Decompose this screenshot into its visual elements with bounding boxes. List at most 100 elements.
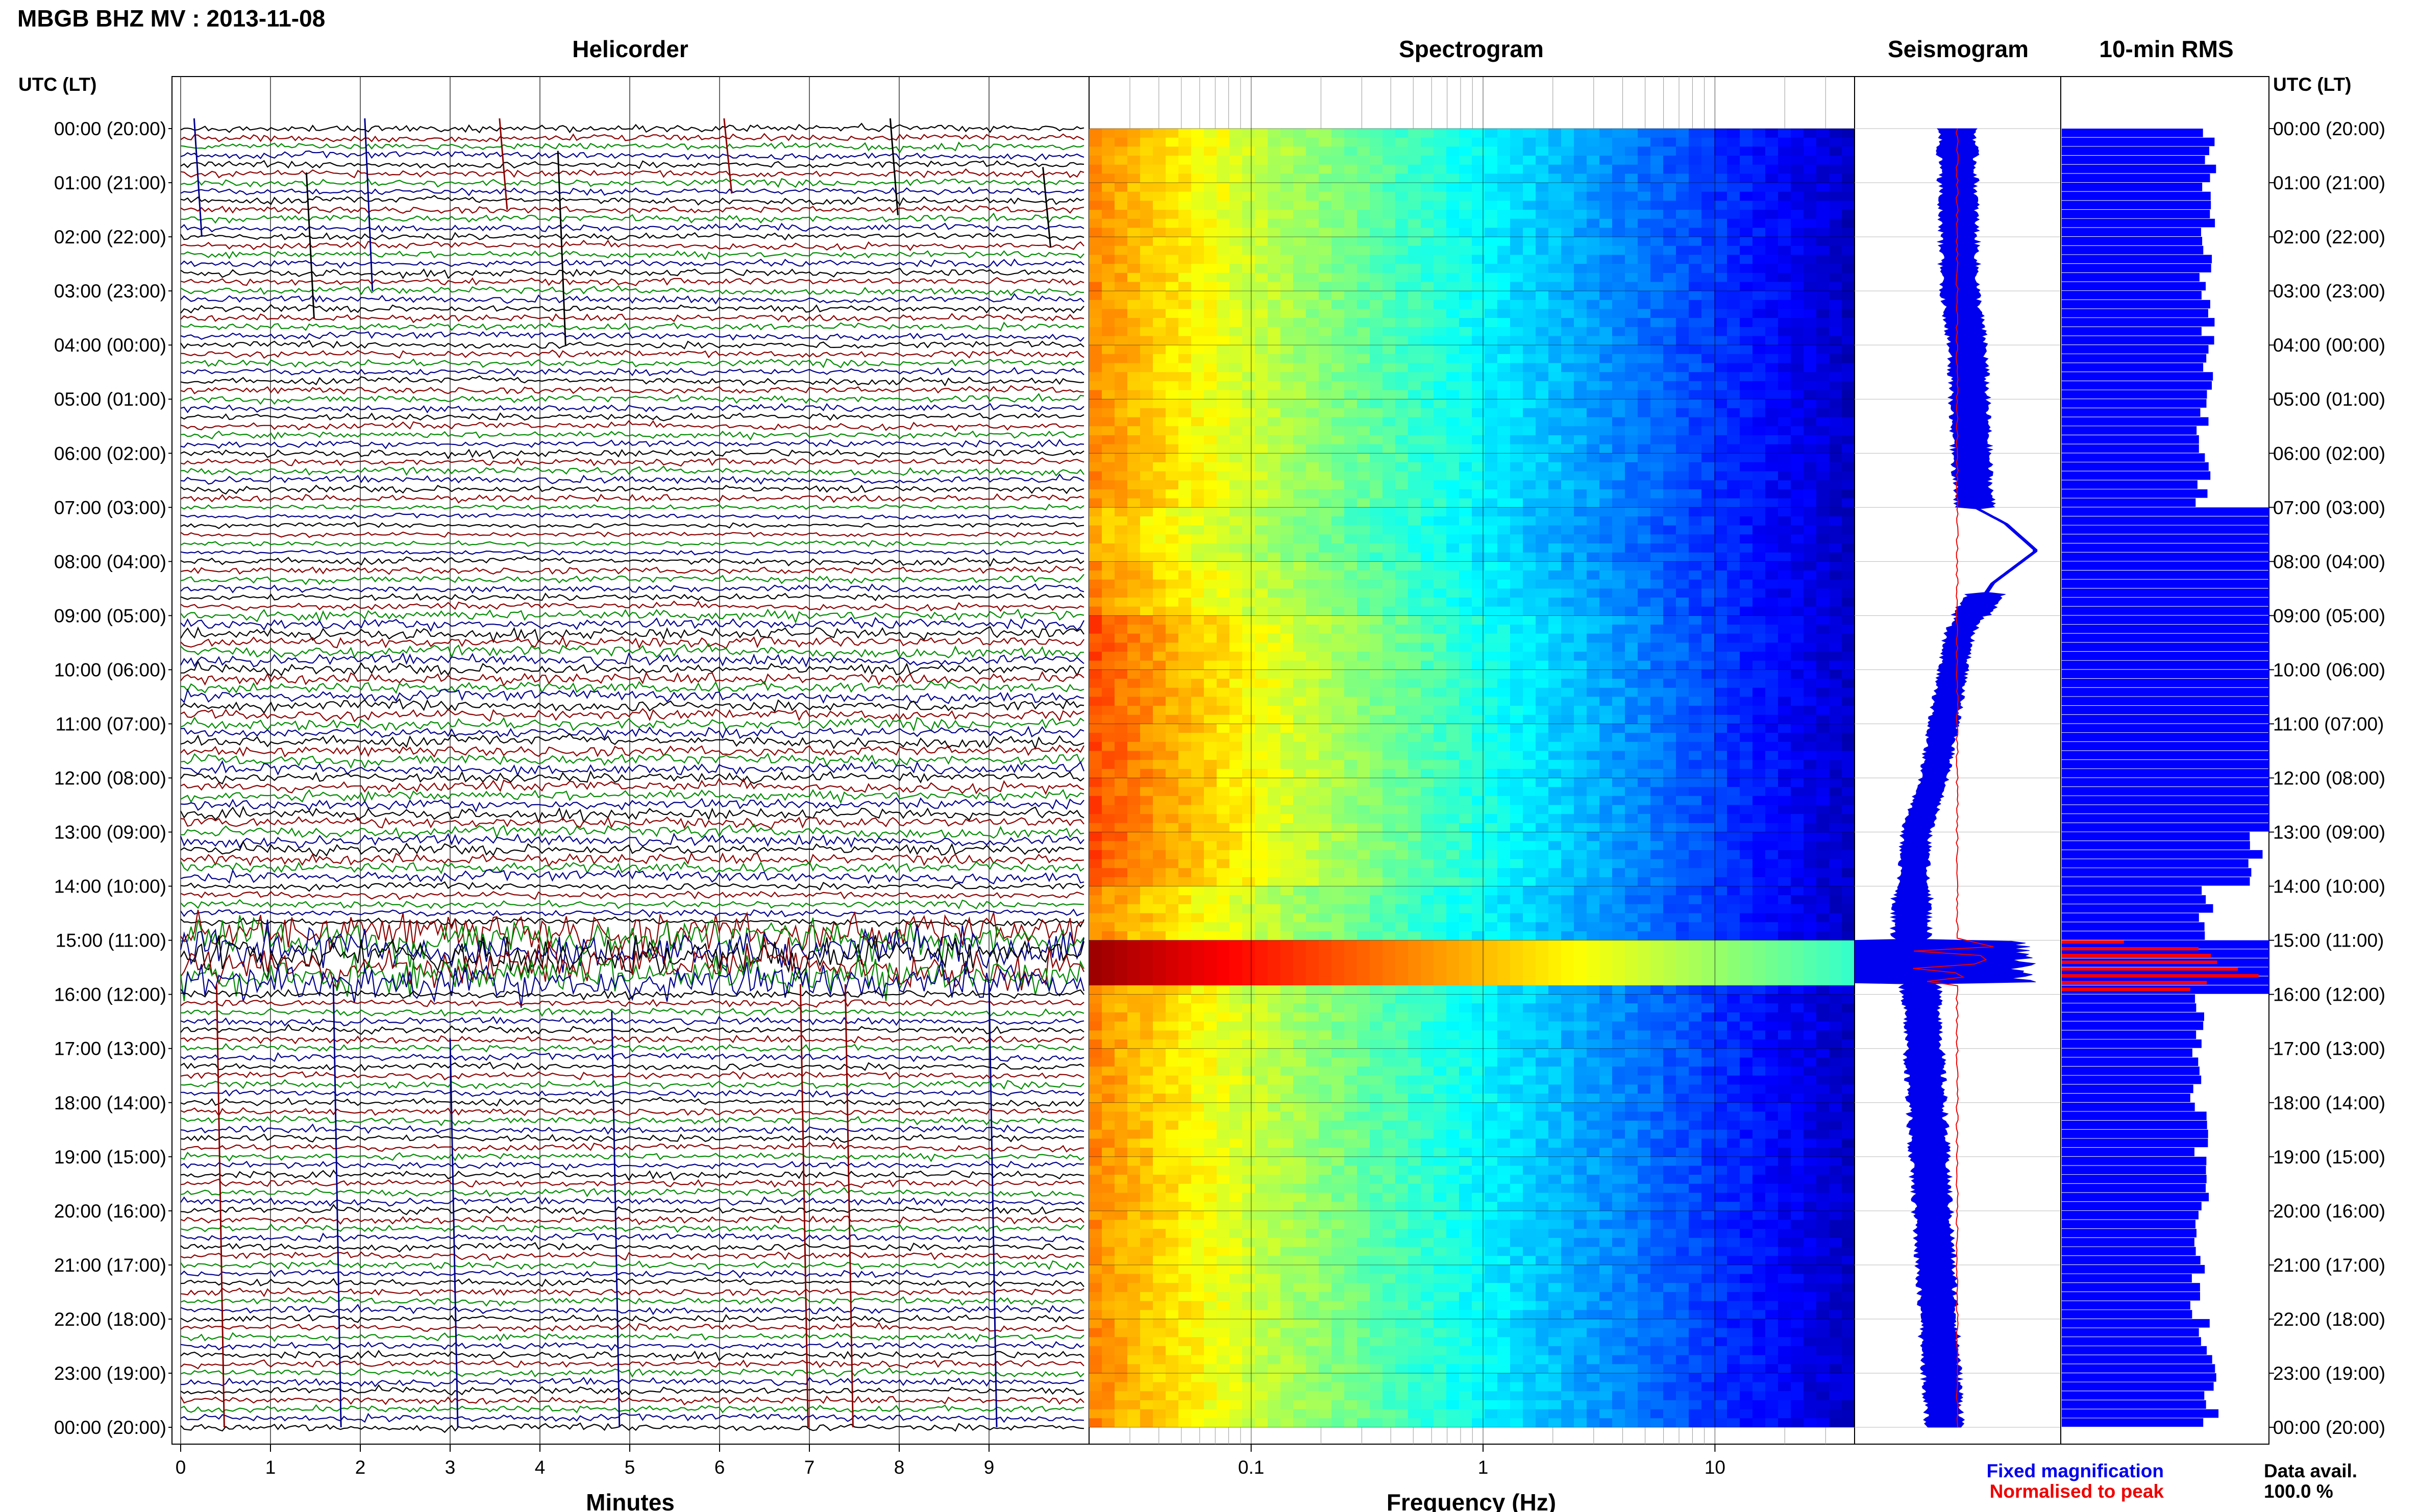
spectrogram-cell	[1510, 228, 1523, 237]
spectrogram-cell	[1842, 525, 1855, 535]
spectrogram-cell	[1485, 525, 1498, 535]
spectrogram-cell	[1344, 309, 1357, 318]
spectrogram-cell	[1472, 778, 1485, 787]
spectrogram-cell	[1395, 408, 1409, 418]
spectrogram-cell	[1625, 579, 1638, 589]
spectrogram-cell	[1574, 615, 1587, 625]
spectrogram-cell	[1485, 210, 1498, 219]
spectrogram-cell	[1727, 264, 1740, 274]
spectrogram-cell	[1242, 552, 1255, 562]
spectrogram-cell	[1446, 633, 1460, 643]
spectrogram-cell	[1612, 336, 1625, 345]
spectrogram-cell	[1344, 264, 1357, 274]
spectrogram-cell	[1689, 787, 1702, 797]
spectrogram-cell	[1804, 516, 1817, 526]
spectrogram-cell	[1650, 615, 1664, 625]
spectrogram-cell	[1166, 381, 1179, 391]
spectrogram-cell	[1089, 272, 1102, 283]
spectrogram-cell	[1485, 201, 1498, 210]
spectrogram-cell	[1536, 598, 1549, 607]
spectrogram-cell	[1383, 769, 1396, 779]
spectrogram-cell	[1829, 805, 1842, 814]
spectrogram-cell	[1459, 255, 1472, 264]
spectrogram-cell	[1625, 525, 1638, 535]
spectrogram-cell	[1344, 534, 1357, 544]
spectrogram-cell	[1255, 218, 1268, 228]
spectrogram-cell	[1459, 571, 1472, 580]
spectrogram-cell	[1127, 408, 1141, 418]
spectrogram-cell	[1434, 255, 1447, 264]
spectrogram-cell	[1268, 769, 1281, 779]
spectrogram-cell	[1574, 571, 1587, 580]
spectrogram-cell	[1293, 129, 1306, 138]
spectrogram-cell	[1089, 363, 1102, 373]
spectrogram-cell	[1497, 579, 1511, 589]
spectrogram-cell	[1561, 561, 1574, 571]
spectrogram-cell	[1599, 525, 1613, 535]
spectrogram-cell	[1587, 534, 1600, 544]
spectrogram-cell	[1115, 164, 1128, 174]
spectrogram-cell	[1497, 805, 1511, 814]
spectrogram-cell	[1497, 733, 1511, 742]
spectrogram-cell	[1510, 264, 1523, 274]
helicorder-trace	[180, 1204, 1084, 1216]
spectrogram-cell	[1191, 679, 1204, 688]
spectrogram-cell	[1791, 679, 1804, 688]
spectrogram-cell	[1089, 462, 1102, 472]
spectrogram-cell	[1497, 498, 1511, 508]
spectrogram-cell	[1191, 598, 1204, 607]
spectrogram-cell	[1319, 318, 1332, 328]
spectrogram-cell	[1217, 471, 1230, 481]
spectrogram-cell	[1510, 507, 1523, 517]
spectrogram-cell	[1293, 832, 1306, 841]
spectrogram-cell	[1625, 489, 1638, 499]
spectrogram-cell	[1255, 507, 1268, 517]
spectrogram-cell	[1485, 552, 1498, 562]
spectrogram-cell	[1523, 381, 1536, 391]
spectrogram-cell	[1166, 309, 1179, 318]
spectrogram-cell	[1561, 660, 1574, 670]
spectrogram-cell	[1689, 588, 1702, 598]
spectrogram-cell	[1574, 714, 1587, 725]
spectrogram-cell	[1268, 264, 1281, 274]
spectrogram-cell	[1485, 444, 1498, 454]
spectrogram-cell	[1268, 724, 1281, 733]
spectrogram-cell	[1714, 706, 1727, 715]
spectrogram-cell	[1293, 516, 1306, 526]
spectrogram-cell	[1408, 751, 1421, 760]
spectrogram-cell	[1217, 137, 1230, 147]
spectrogram-cell	[1408, 724, 1421, 733]
spectrogram-cell	[1357, 579, 1370, 589]
spectrogram-cell	[1421, 579, 1434, 589]
spectrogram-cell	[1153, 218, 1166, 228]
spectrogram-cell	[1727, 760, 1740, 770]
spectrogram-cell	[1242, 507, 1255, 517]
spectrogram-cell	[1804, 309, 1817, 318]
spectrogram-cell	[1370, 129, 1383, 138]
spectrogram-cell	[1383, 652, 1396, 661]
helicorder-trace	[180, 954, 1084, 1001]
spectrogram-cell	[1791, 778, 1804, 787]
spectrogram-cell	[1650, 679, 1664, 688]
spectrogram-cell	[1178, 598, 1192, 607]
spectrogram-cell	[1485, 598, 1498, 607]
spectrogram-cell	[1293, 354, 1306, 364]
spectrogram-cell	[1127, 625, 1141, 634]
spectrogram-cell	[1842, 327, 1855, 337]
spectrogram-cell	[1727, 525, 1740, 535]
helicorder-trace	[180, 331, 1084, 342]
spectrogram-cell	[1242, 426, 1255, 436]
spectrogram-cell	[1395, 228, 1409, 237]
spectrogram-cell	[1676, 201, 1689, 210]
spectrogram-cell	[1650, 191, 1664, 201]
spectrogram-cell	[1331, 769, 1345, 779]
spectrogram-cell	[1791, 345, 1804, 355]
utc-header-right: UTC (LT)	[2273, 74, 2351, 95]
spectrogram-cell	[1536, 272, 1549, 283]
spectrogram-cell	[1357, 552, 1370, 562]
spectrogram-cell	[1153, 706, 1166, 715]
spectrogram-cell	[1612, 245, 1625, 256]
spectrogram-cell	[1293, 561, 1306, 571]
spectrogram-cell	[1153, 805, 1166, 814]
spectrogram-cell	[1599, 435, 1613, 445]
